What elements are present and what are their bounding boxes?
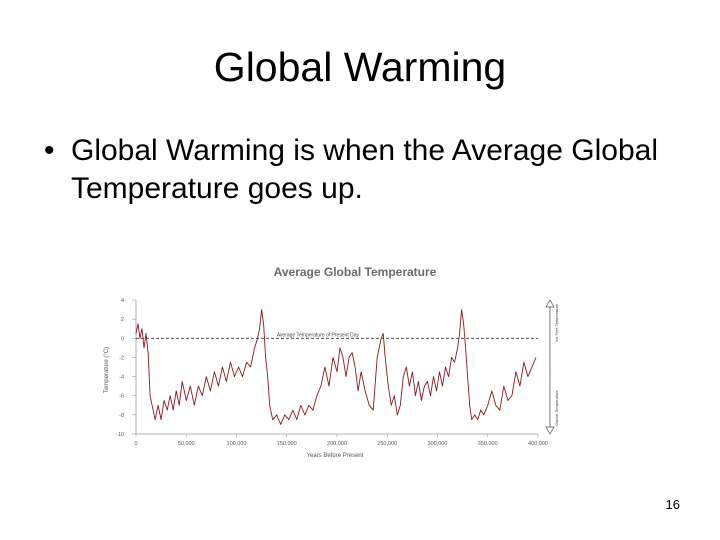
y-tick-label: 4 xyxy=(121,298,124,304)
y-tick-label: -10 xyxy=(116,432,124,438)
x-tick-label: 200,000 xyxy=(327,441,347,447)
x-tick-label: 350,000 xyxy=(478,441,498,447)
y-axis-label: Temperature (°C) xyxy=(104,347,110,393)
bullet-text: Global Warming is when the Average Globa… xyxy=(71,134,658,205)
y-tick-label: -4 xyxy=(119,375,124,381)
x-axis: 0 50,000 100,000 150,000 200,000 250,000 300,0… xyxy=(134,434,548,447)
x-tick-label: 300,000 xyxy=(428,441,448,447)
x-tick-label: 400,000 xyxy=(528,441,548,447)
temperature-chart: Average Global Temperature 4 2 0 -2 -4 -6 -8 -1… xyxy=(104,265,559,459)
y-tick-label: -8 xyxy=(119,413,124,419)
slide-number: 16 xyxy=(665,497,680,512)
x-tick-label: 50,000 xyxy=(178,441,195,447)
x-tick-label: 250,000 xyxy=(377,441,397,447)
x-tick-label: 150,000 xyxy=(277,441,297,447)
y-tick-label: 0 xyxy=(121,336,124,342)
x-axis-label: Years Before Present xyxy=(307,453,364,459)
slide-title: Global Warming xyxy=(213,44,507,90)
ice-free-temperature-label: Ice Free Temperature xyxy=(554,303,559,342)
y-tick-label: 2 xyxy=(121,317,124,323)
y-axis: 4 2 0 -2 -4 -6 -8 -10 xyxy=(116,298,136,438)
y-tick-label: -2 xyxy=(119,355,124,361)
x-tick-label: 0 xyxy=(134,441,137,447)
chart-title: Average Global Temperature xyxy=(274,265,437,279)
bullet-dot-icon: • xyxy=(44,134,55,167)
temperature-series-line xyxy=(135,309,537,425)
bullet-item: • Global Warming is when the Average Glo… xyxy=(44,132,684,208)
y-tick-label: -6 xyxy=(119,394,124,400)
present-day-reference-label: Average Temperature of Present Day xyxy=(277,332,360,338)
x-tick-label: 100,000 xyxy=(227,441,247,447)
temperature-range-arrow xyxy=(545,299,555,435)
glacial-temperature-label: Glacial Temperature xyxy=(554,390,559,426)
